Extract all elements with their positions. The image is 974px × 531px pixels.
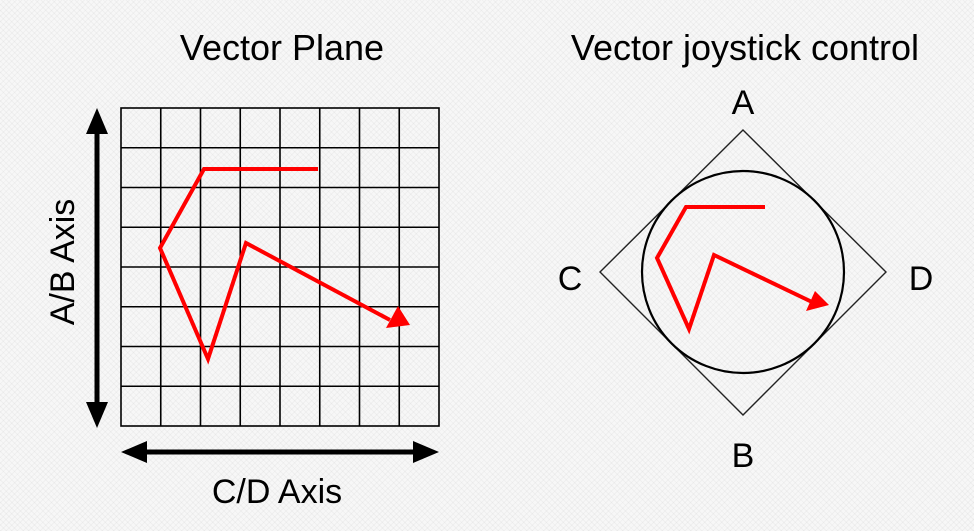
direction-label-c: C [558,260,583,298]
plane-vector-arrowhead [386,306,410,328]
joystick-circle [640,169,846,375]
direction-label-b: B [732,437,755,475]
ab-axis-arrowhead-bottom [86,402,108,428]
ab-axis-arrowhead-top [86,108,108,134]
joystick-diamond [599,129,887,416]
cd-axis-arrowhead-right [413,441,439,463]
vector-plane-title: Vector Plane [180,27,384,68]
direction-label-a: A [732,84,755,122]
joystick-vector-arrowhead [806,291,829,311]
vector-plane-grid [120,107,440,427]
plane-vector-path [157,167,391,365]
cd-axis-label: C/D Axis [212,473,342,511]
joystick-vector-path [654,205,813,335]
ab-axis-arrow [86,108,108,428]
cd-axis-arrow [121,441,439,463]
ab-axis-label: A/B Axis [44,199,82,326]
joystick-title: Vector joystick control [571,27,919,68]
cd-axis-arrowhead-left [121,441,147,463]
direction-label-d: D [909,260,934,298]
